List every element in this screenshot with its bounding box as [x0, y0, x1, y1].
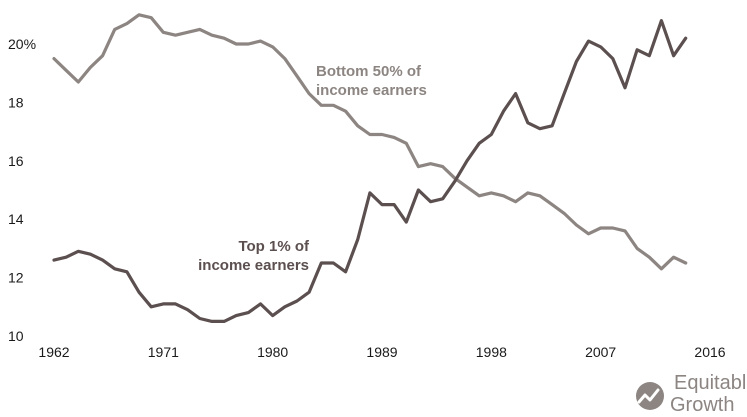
- series-lines: [52, 13, 688, 323]
- y-tick-label: 10: [8, 328, 24, 344]
- y-tick-label: 14: [8, 211, 24, 227]
- series-label-bottom-50: Bottom 50% of income earners: [316, 63, 427, 99]
- series-label-line: income earners: [316, 82, 427, 99]
- y-tick-label: 16: [8, 153, 24, 169]
- y-tick-label: 12: [8, 270, 24, 286]
- brand-line-2: Growth: [670, 394, 734, 416]
- trend-leaf-icon: [636, 382, 664, 410]
- series-labels: Bottom 50% of income earners Top 1% of inco…: [198, 63, 427, 274]
- brand-logo: Equitable Growth: [636, 372, 747, 416]
- x-tick-label: 2016: [694, 344, 725, 360]
- series-line-top-1: [52, 19, 688, 323]
- series-label-line: Top 1% of: [238, 238, 310, 255]
- x-tick-label: 1998: [476, 344, 507, 360]
- x-tick-label: 1980: [257, 344, 288, 360]
- x-tick-label: 1962: [38, 344, 69, 360]
- y-tick-label: 18: [8, 94, 24, 110]
- series-line-bottom-50: [52, 13, 688, 271]
- x-tick-label: 1971: [148, 344, 179, 360]
- x-axis-ticks: 1962 1971 1980 1989 1998 2007 2016: [38, 344, 725, 360]
- brand-line-1: Equitable: [674, 372, 747, 394]
- y-tick-label: 20%: [8, 36, 36, 52]
- x-tick-label: 1989: [366, 344, 397, 360]
- series-label-line: income earners: [198, 257, 309, 274]
- series-label-top-1: Top 1% of income earners: [198, 238, 310, 274]
- y-axis-ticks: 10 12 14 16 18 20%: [8, 36, 36, 344]
- series-label-line: Bottom 50% of: [316, 63, 422, 80]
- x-tick-label: 2007: [585, 344, 616, 360]
